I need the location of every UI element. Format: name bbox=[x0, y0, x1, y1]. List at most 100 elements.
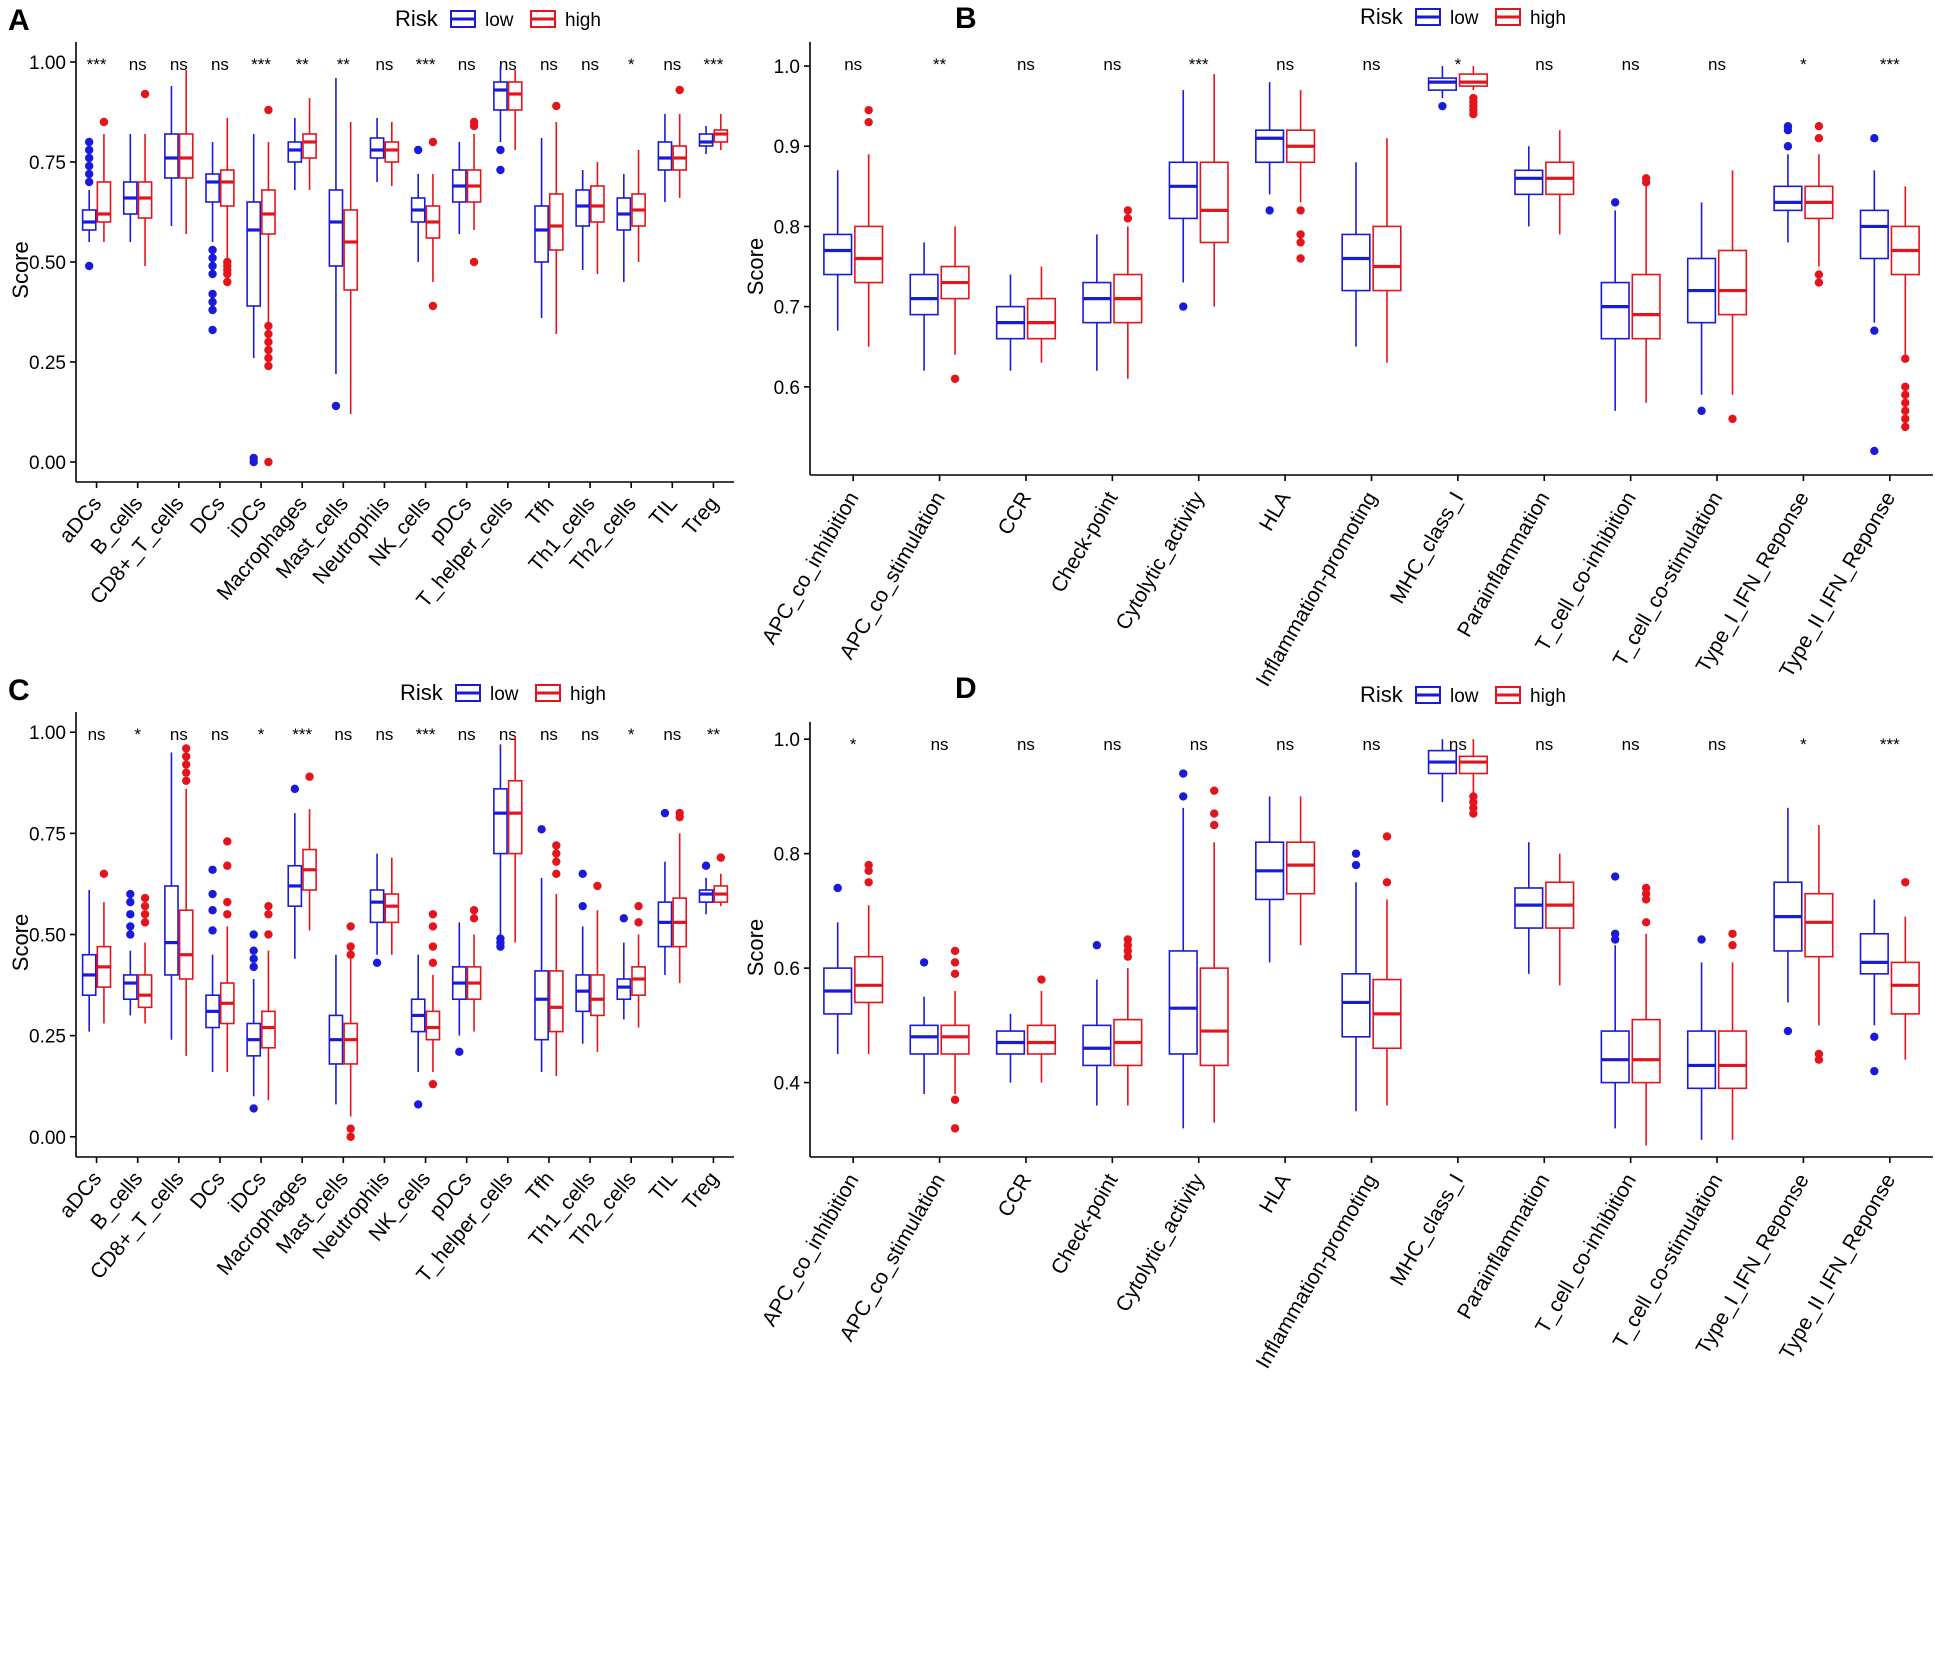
box-high bbox=[1545, 853, 1575, 986]
significance-label: ** bbox=[707, 725, 721, 744]
box-high bbox=[854, 105, 884, 347]
box-iqr bbox=[1804, 892, 1834, 958]
box-iqr bbox=[507, 779, 523, 855]
significance-label: * bbox=[628, 55, 635, 74]
y-tick-label: 1.0 bbox=[774, 57, 800, 78]
significance-label: * bbox=[134, 725, 141, 744]
outlier-point bbox=[1179, 302, 1188, 311]
x-tick-label: Parainflammation bbox=[1453, 488, 1555, 641]
box-low bbox=[493, 744, 508, 951]
box-iqr bbox=[507, 81, 523, 111]
outlier-point bbox=[1870, 134, 1879, 143]
y-tick-label: 0.9 bbox=[774, 137, 800, 158]
legend: Risk low high bbox=[1360, 682, 1566, 707]
box-low bbox=[246, 134, 262, 467]
outlier-point bbox=[346, 950, 355, 959]
box-high bbox=[1199, 786, 1229, 1123]
box-low bbox=[909, 958, 939, 1095]
box-iqr bbox=[1859, 932, 1889, 975]
box-iqr bbox=[1026, 297, 1057, 340]
box-low bbox=[328, 954, 344, 1105]
box-iqr bbox=[1686, 1030, 1717, 1090]
outlier-point bbox=[428, 137, 438, 147]
box-high bbox=[466, 906, 482, 1032]
box-iqr bbox=[164, 885, 179, 976]
y-axis-label: Score bbox=[743, 919, 768, 976]
box-iqr bbox=[940, 1024, 970, 1055]
outlier-point bbox=[290, 784, 300, 794]
legend-label-low: low bbox=[485, 10, 514, 31]
outlier-point bbox=[1728, 941, 1737, 950]
panel-letter: A bbox=[8, 4, 30, 37]
box-low bbox=[909, 242, 939, 371]
y-tick-label: 0.8 bbox=[774, 217, 800, 238]
outlier-point bbox=[208, 865, 217, 874]
box-high bbox=[137, 893, 153, 1024]
x-tick-label: Cytolytic_activity bbox=[1112, 1170, 1210, 1316]
box-low bbox=[287, 784, 303, 959]
outlier-point bbox=[455, 1047, 464, 1057]
box-iqr bbox=[1341, 233, 1371, 292]
legend-label-high: high bbox=[565, 10, 601, 31]
outlier-point bbox=[660, 808, 670, 818]
x-tick-label: DCs bbox=[186, 1167, 230, 1213]
y-tick-label: 1.0 bbox=[774, 730, 800, 751]
box-low bbox=[1082, 941, 1112, 1106]
outlier-point bbox=[1641, 918, 1651, 927]
x-tick-label: APC_co_inhibition bbox=[758, 1170, 864, 1330]
outlier-point bbox=[208, 305, 217, 315]
box-iqr bbox=[1458, 73, 1488, 87]
box-iqr bbox=[384, 141, 400, 163]
x-tick-label: Treg bbox=[678, 492, 723, 539]
box-low bbox=[1082, 234, 1112, 371]
box-high bbox=[940, 226, 970, 383]
box-iqr bbox=[575, 974, 591, 1013]
box-iqr bbox=[1026, 1024, 1057, 1055]
significance-label: ns bbox=[170, 725, 188, 744]
box-high bbox=[384, 122, 400, 186]
outlier-point bbox=[249, 946, 258, 955]
box-high bbox=[1717, 170, 1748, 424]
box-iqr bbox=[1372, 225, 1402, 292]
box-low bbox=[328, 78, 344, 411]
outlier-point bbox=[1210, 809, 1219, 818]
box-iqr bbox=[534, 970, 549, 1041]
outlier-point bbox=[1783, 121, 1793, 131]
significance-label: ns bbox=[540, 55, 558, 74]
outlier-point bbox=[223, 277, 232, 287]
significance-label: ns bbox=[375, 55, 393, 74]
box-low bbox=[1859, 134, 1889, 456]
significance-label: *** bbox=[1189, 55, 1209, 74]
outlier-point bbox=[84, 261, 94, 271]
outlier-point bbox=[428, 910, 438, 919]
significance-label: ns bbox=[458, 725, 476, 744]
outlier-point bbox=[346, 922, 355, 931]
significance-label: ns bbox=[170, 55, 188, 74]
outlier-point bbox=[140, 918, 150, 927]
x-tick-label: Parainflammation bbox=[1453, 1170, 1555, 1323]
box-high bbox=[1804, 121, 1834, 287]
outlier-point bbox=[552, 101, 561, 111]
significance-label: ns bbox=[499, 725, 517, 744]
box-low bbox=[534, 138, 549, 318]
box-iqr bbox=[1082, 1024, 1112, 1067]
outlier-point bbox=[126, 889, 135, 899]
panel-C: C Risk low highScore0.000.250.500.751.00aDC… bbox=[8, 674, 734, 1287]
outlier-point bbox=[1092, 941, 1102, 950]
panel-D: D Risk low high Score 0.4 0.6 0.8 1.0 APC_co_inhi… bbox=[743, 672, 1933, 1373]
legend-key-high bbox=[1495, 686, 1521, 704]
box-iqr bbox=[425, 1010, 441, 1041]
outlier-point bbox=[552, 841, 561, 850]
box-iqr bbox=[1341, 973, 1371, 1038]
outlier-point bbox=[578, 869, 587, 879]
box-low bbox=[823, 170, 853, 331]
legend-key-low bbox=[1415, 8, 1441, 26]
box-iqr bbox=[1600, 1030, 1630, 1084]
box-high bbox=[137, 89, 153, 266]
box-high bbox=[343, 122, 359, 414]
significance-label: ns bbox=[1622, 735, 1640, 754]
box-iqr bbox=[178, 909, 194, 980]
outlier-point bbox=[1469, 93, 1478, 103]
outlier-point bbox=[864, 878, 873, 887]
box-low bbox=[657, 114, 673, 202]
